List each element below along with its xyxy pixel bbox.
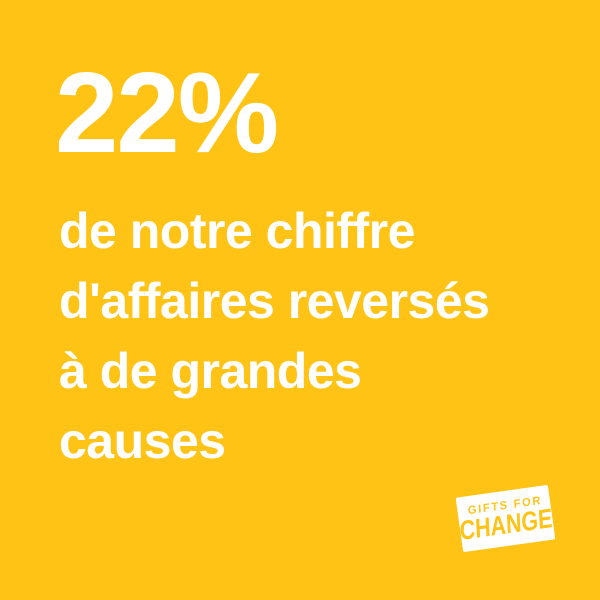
caption-line-3: à de grandes [59, 343, 362, 399]
stat-value: 22% [55, 50, 279, 177]
stat-caption: de notre chiffre d'affaires reversés à d… [59, 196, 490, 476]
caption-line-1: de notre chiffre [59, 203, 415, 259]
logo-wordmark: GIFTS FOR CHANGE [457, 494, 553, 546]
gifts-for-change-logo: GIFTS FOR CHANGE [455, 484, 556, 553]
caption-line-4: causes [59, 413, 226, 469]
caption-line-2: d'affaires reversés [59, 273, 490, 329]
